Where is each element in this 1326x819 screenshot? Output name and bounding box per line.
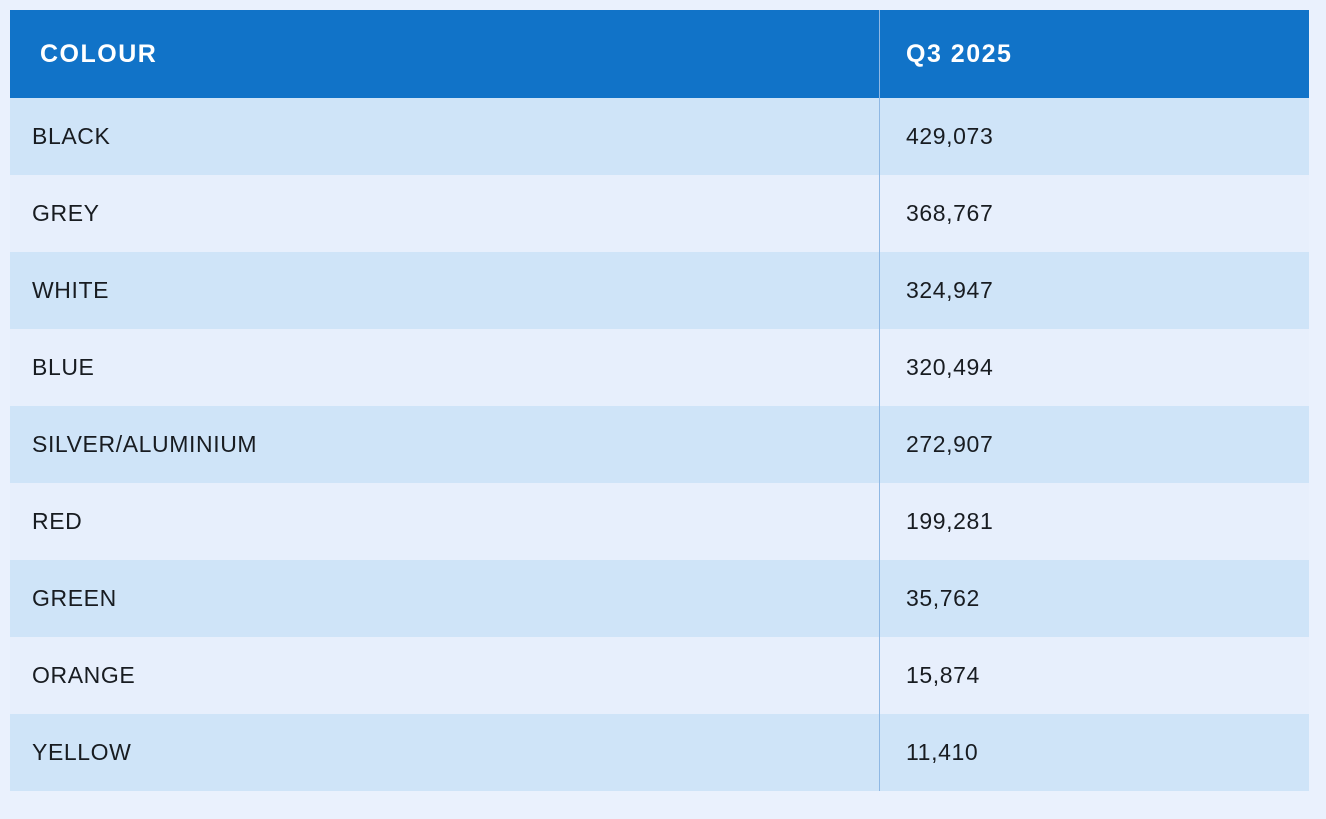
value-cell: 15,874 [879, 637, 1309, 714]
colour-cell: BLUE [32, 354, 95, 380]
value-cell: 429,073 [879, 98, 1309, 175]
value-cell: 35,762 [879, 560, 1309, 637]
value-cell: 320,494 [879, 329, 1309, 406]
table-row: GREY 368,767 [10, 175, 1309, 252]
table-row: BLUE 320,494 [10, 329, 1309, 406]
value-cell: 272,907 [879, 406, 1309, 483]
value-cell: 199,281 [879, 483, 1309, 560]
table-body: BLACK 429,073 GREY 368,767 WHITE 324,947… [10, 98, 1309, 791]
colour-cell: ORANGE [32, 662, 136, 688]
colour-cell: YELLOW [32, 739, 132, 765]
table-row: ORANGE 15,874 [10, 637, 1309, 714]
value-cell: 368,767 [879, 175, 1309, 252]
colour-cell: SILVER/ALUMINIUM [32, 431, 258, 457]
column-header-q3-2025: Q3 2025 [879, 10, 1309, 98]
colour-sales-table: COLOUR Q3 2025 BLACK 429,073 GREY 368,76… [10, 10, 1309, 791]
colour-cell: BLACK [32, 123, 111, 149]
colour-cell: GREEN [32, 585, 117, 611]
table-header-row: COLOUR Q3 2025 [10, 10, 1309, 98]
table-row: RED 199,281 [10, 483, 1309, 560]
table-row: BLACK 429,073 [10, 98, 1309, 175]
colour-cell: GREY [32, 200, 100, 226]
value-cell: 324,947 [879, 252, 1309, 329]
column-header-colour: COLOUR [40, 39, 158, 68]
table-row: WHITE 324,947 [10, 252, 1309, 329]
table-row: GREEN 35,762 [10, 560, 1309, 637]
table-row: SILVER/ALUMINIUM 272,907 [10, 406, 1309, 483]
value-cell: 11,410 [879, 714, 1309, 791]
colour-cell: WHITE [32, 277, 110, 303]
table-row: YELLOW 11,410 [10, 714, 1309, 791]
colour-cell: RED [32, 508, 83, 534]
